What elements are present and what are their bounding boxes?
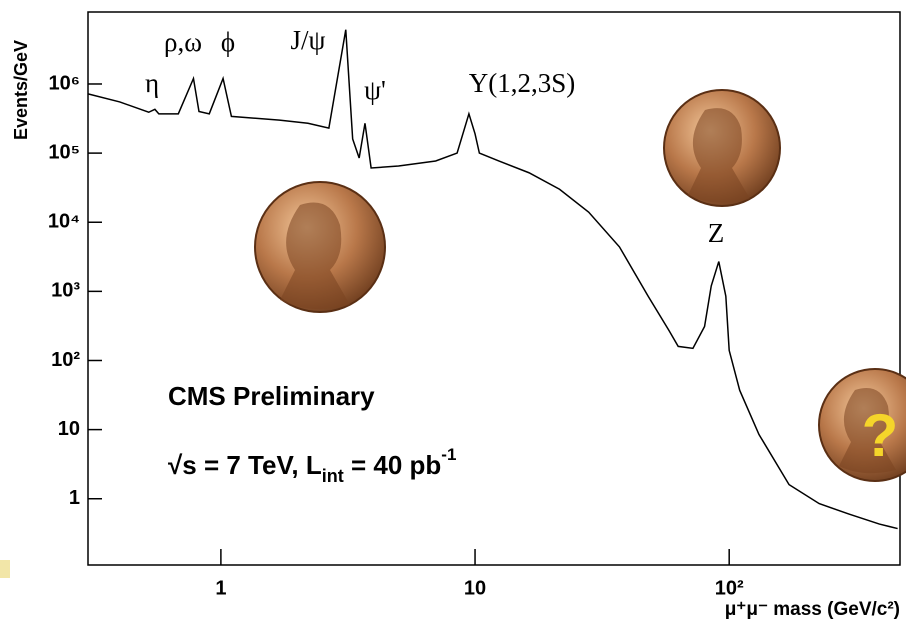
text-part: √s = 7 TeV, L	[168, 450, 322, 480]
decoration	[0, 560, 10, 578]
annotation: ?	[862, 402, 899, 469]
plot	[87, 29, 898, 530]
y-tick-label: 10⁴	[48, 211, 80, 233]
x-tick-label: 1	[215, 577, 226, 599]
x-axis-label: μ⁺μ⁻ mass (GeV/c²)	[725, 599, 900, 620]
annotation: ψ'	[364, 75, 386, 105]
y-axis-label: Events/GeV	[11, 40, 31, 140]
text-part: -1	[441, 445, 456, 464]
annotation: CMS Preliminary	[168, 381, 375, 411]
annotation: η	[145, 68, 159, 98]
medal	[818, 368, 906, 482]
plot-frame	[87, 11, 901, 566]
luminosity-text: √s = 7 TeV, Lint = 40 pb-1	[168, 445, 456, 485]
text-part: = 40 pb	[344, 450, 442, 480]
annotation: ϕ	[221, 27, 235, 57]
annotation: Z	[708, 218, 725, 248]
y-tick-label: 10³	[51, 280, 80, 302]
spectrum-line	[87, 29, 898, 530]
annotation: J/ψ	[291, 25, 326, 55]
y-tick-label: 1	[69, 487, 80, 509]
medal	[663, 89, 781, 207]
annotation: Υ(1,2,3S)	[469, 68, 576, 98]
x-tick-label: 10	[464, 577, 486, 599]
y-tick-label: 10	[58, 418, 80, 440]
y-tick-label: 10²	[51, 349, 80, 371]
text-part: int	[322, 466, 344, 486]
x-tick-label: 10²	[715, 577, 744, 599]
y-tick-label: 10⁶	[49, 72, 80, 94]
y-tick-label: 10⁵	[48, 141, 80, 163]
annotation: ρ,ω	[164, 27, 202, 57]
medal	[254, 181, 386, 313]
